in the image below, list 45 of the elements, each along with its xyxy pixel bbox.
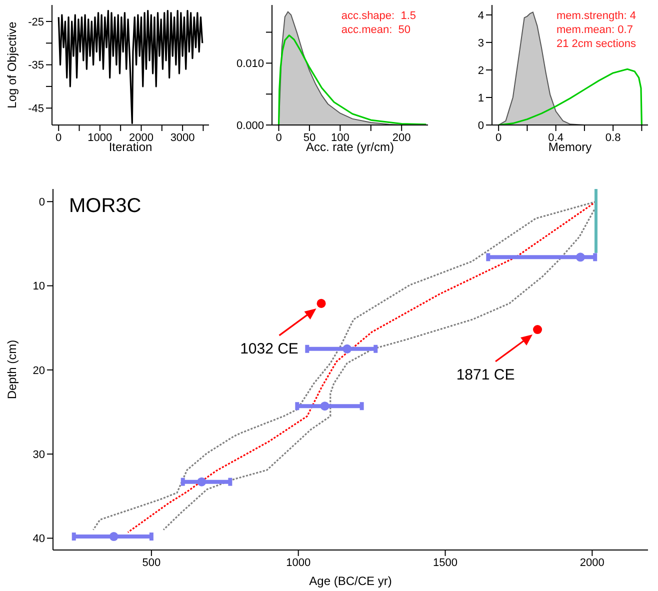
x-tick-label: 0.8 — [605, 132, 621, 144]
y-tick-label: 2 — [478, 64, 484, 77]
annotation: acc.shape: 1.5 — [341, 9, 416, 23]
x-tick-label: 0 — [496, 132, 502, 144]
x-tick-label: 1500 — [433, 556, 458, 569]
line-series — [498, 68, 643, 125]
y-tick-label: 0 — [478, 120, 484, 132]
x-tick-label: 500 — [142, 556, 161, 569]
y-axis-title: Log of Objective — [5, 21, 19, 108]
y-tick-label: 0 — [38, 196, 45, 209]
y-tick-label: 1 — [478, 92, 484, 104]
y-tick-label: 3 — [478, 37, 484, 50]
point — [533, 325, 542, 334]
point — [576, 252, 585, 262]
x-tick-label: 1000 — [286, 556, 311, 569]
x-tick-label: 3000 — [170, 132, 195, 144]
y-tick-label: 10 — [32, 280, 45, 293]
y-tick-label: 30 — [32, 448, 45, 461]
x-tick-label: 0 — [276, 132, 282, 144]
y-tick-label: 20 — [32, 364, 45, 377]
annotation: 21 2cm sections — [556, 37, 636, 51]
annotation: 1871 CE — [456, 366, 515, 384]
x-axis-title: Age (BC/CE yr) — [309, 574, 392, 588]
y-tick-label: 4 — [478, 10, 484, 22]
annotation: mem.strength: 4 — [556, 9, 636, 23]
y-tick-label: -35 — [28, 60, 44, 72]
point — [320, 402, 330, 411]
chart-title: MOR3C — [69, 195, 142, 218]
y-tick-label: 40 — [32, 533, 45, 546]
point — [342, 344, 352, 354]
point — [197, 477, 206, 486]
y-tick-label: 0.010 — [236, 58, 264, 70]
point — [109, 532, 118, 542]
x-tick-label: 0 — [56, 132, 62, 144]
annotation: acc.mean: 50 — [341, 23, 412, 37]
x-tick-label: 2000 — [580, 556, 604, 569]
y-tick-label: -45 — [28, 103, 44, 116]
x-tick-label: 200 — [392, 132, 411, 144]
annotation: 1032 CE — [240, 340, 298, 358]
y-axis-title: Depth (cm) — [5, 340, 19, 400]
line-series — [278, 34, 427, 125]
annotation: mem.mean: 0.7 — [556, 23, 634, 37]
y-tick-label: -25 — [28, 16, 44, 28]
y-tick-label: 0.000 — [236, 120, 264, 132]
point — [316, 298, 326, 308]
